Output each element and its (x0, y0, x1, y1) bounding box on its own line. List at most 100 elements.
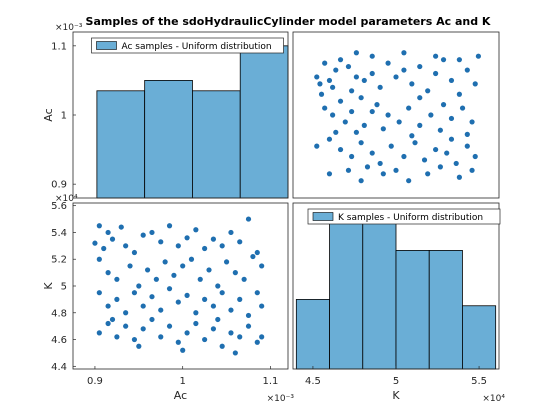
scatter-point (345, 167, 352, 173)
y-tick-label: 5.6 (51, 201, 67, 212)
y-tick-label: 1 (61, 111, 67, 122)
scatter-point (440, 57, 447, 63)
y-tick-label: 0.9 (51, 180, 67, 191)
legend-entry: Ac samples - Uniform distribution (122, 42, 272, 52)
scatter-point (245, 323, 252, 329)
histogram-bar (462, 305, 497, 370)
y-tick-label: 4.8 (51, 308, 67, 319)
scatter-point (101, 245, 107, 252)
scatter-point (469, 119, 475, 125)
scatter-point (219, 343, 225, 349)
scatter-point (96, 290, 102, 296)
ac-hist-panel: 0.9 1 1.1 Ac ×10⁻³ Ac samples - Uniform distr… (42, 23, 289, 199)
scatter-point (228, 307, 234, 313)
scatter-point (353, 74, 359, 80)
scatter-point (259, 334, 265, 340)
scatter-point (417, 95, 423, 101)
scatter-point (314, 74, 320, 80)
scatter-point (96, 330, 102, 336)
scatter-point (358, 95, 364, 101)
scatter-point (215, 283, 221, 289)
scatter-point (158, 239, 164, 245)
scatter-point (127, 263, 133, 269)
scatter-point (437, 127, 443, 133)
scatter-point (149, 294, 155, 300)
scatter-point (393, 167, 399, 173)
scatter-point (105, 320, 111, 327)
scatter-point (401, 50, 407, 56)
scatter-point (184, 235, 190, 241)
histogram-bar (192, 90, 241, 199)
scatter-point (385, 112, 391, 118)
scatter-point (369, 150, 375, 156)
y-tick-label: 4.4 (51, 362, 67, 373)
histogram-bar (395, 250, 430, 370)
scatter-point (358, 178, 364, 184)
scatter-point (175, 339, 181, 345)
scatter-point (254, 290, 260, 296)
histogram-bar (144, 80, 193, 199)
scatter-point (326, 136, 333, 142)
histogram-bar (239, 45, 289, 199)
x-axis-label: K (392, 389, 400, 402)
scatter-point (175, 299, 181, 305)
scatter-point (464, 131, 470, 137)
scatter-point (180, 263, 186, 269)
scatter-point (326, 77, 333, 84)
x-tick-label: 5.5 (471, 376, 487, 387)
scatter-point (188, 256, 195, 262)
scatter-point (210, 326, 217, 332)
scatter-point (425, 88, 431, 94)
scatter-point (349, 108, 355, 115)
histogram-bar (362, 219, 397, 370)
scatter-point (464, 143, 470, 149)
scatter-point (448, 77, 455, 84)
scatter-point (437, 164, 443, 170)
k-hist-panel: 4.5 5 5.5 K ×10⁴ K samples - Uniform distribu… (292, 202, 505, 404)
scatter-point (131, 249, 138, 256)
scatter-point (409, 81, 415, 87)
scatter-point (456, 174, 462, 180)
scatter-point (140, 326, 146, 332)
y-tick-label: 5.4 (51, 228, 67, 239)
scatter-point (158, 307, 164, 313)
scatter-point (459, 105, 466, 111)
scatter-point (166, 286, 173, 292)
scatter-point (162, 259, 168, 265)
scatter-point (254, 249, 260, 256)
scatter-point (193, 227, 199, 233)
y-tick-label: 1.1 (51, 41, 67, 52)
scatter-point (202, 296, 208, 302)
scatter-point (219, 243, 225, 249)
scatter-point (206, 267, 212, 273)
scatter-point (232, 350, 238, 356)
scatter-point (245, 312, 252, 319)
scatter-point (349, 153, 355, 160)
scatter-point (314, 143, 320, 149)
scatter-point (337, 57, 344, 63)
scatter-point (453, 160, 459, 167)
scatter-point (322, 105, 328, 111)
scatter-point (388, 143, 394, 149)
legend-box (91, 37, 284, 54)
scatter-point (326, 171, 333, 177)
scatter-point (237, 239, 243, 245)
histogram-bar (428, 250, 463, 370)
scatter-ac-k-bottom-panel: 4.4 4.6 4.8 5 5.2 5.4 5.6 0.9 1 1.1 K Ac ×10⁻³ ×10⁴ (42, 194, 294, 404)
scatter-point (158, 334, 164, 340)
legend-entry: K samples - Uniform distribution (338, 213, 483, 223)
scatter-point (330, 112, 336, 118)
legend-swatch (96, 41, 117, 50)
y-axis-label: Ac (42, 108, 55, 121)
scatter-point (369, 108, 375, 115)
scatter-point (393, 74, 399, 80)
scatter-point (219, 290, 225, 296)
scatter-point (353, 50, 359, 56)
scatter-point (353, 129, 359, 135)
scatter-point (193, 320, 199, 327)
scatter-point (105, 270, 111, 276)
scatter-point (406, 178, 412, 184)
figure-title: Samples of the sdoHydraulicCylinder mode… (86, 15, 491, 28)
x-exponent-label: ×10⁻³ (267, 394, 295, 404)
scatter-point (330, 84, 336, 90)
